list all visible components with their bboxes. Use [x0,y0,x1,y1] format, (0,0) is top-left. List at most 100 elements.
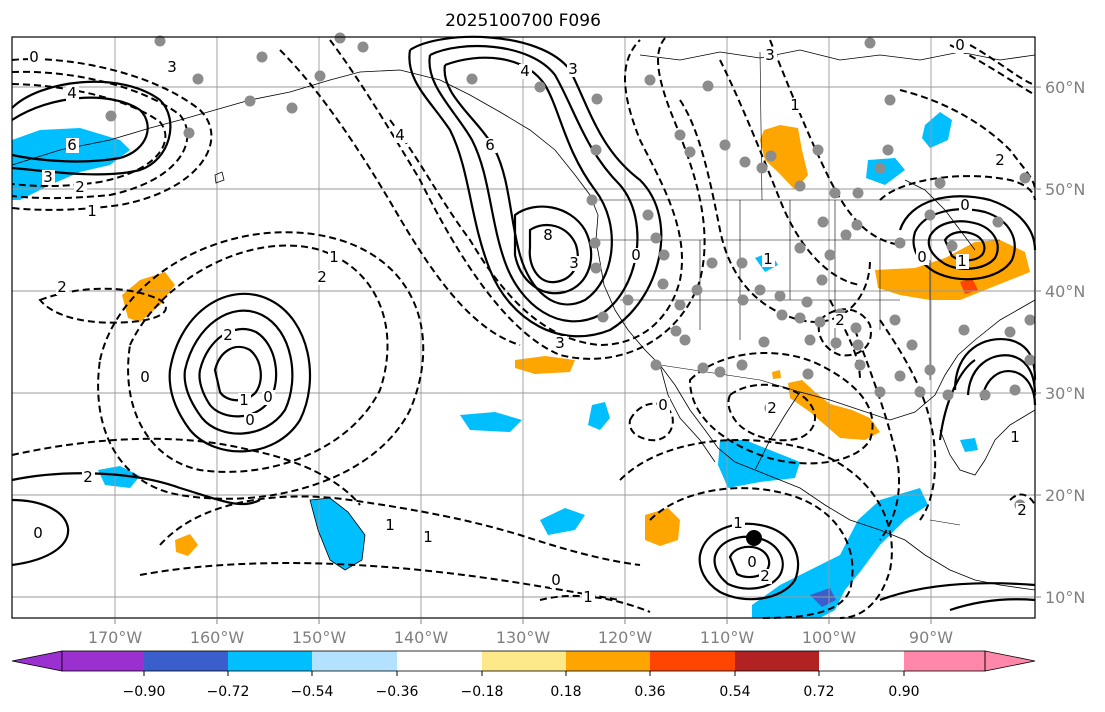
contour-label-bg [789,98,802,113]
contour-positive [11,498,70,567]
contour-negative [817,308,872,357]
contour-label: 1 [87,202,97,220]
station-dot [244,95,256,107]
contour-positive [513,205,593,295]
contour-label: 0 [917,248,927,266]
station-dot [719,139,731,151]
contour-positive [879,582,1036,602]
lat-tick-label: 40°N [1045,282,1085,301]
station-dot [934,177,946,189]
station-dot [874,162,886,174]
station-dot [889,314,901,326]
contour-negative [11,437,361,506]
station-dot [906,339,918,351]
station-dot [183,127,195,139]
contour-label: 8 [543,226,553,244]
contour-negative [719,59,861,286]
station-dot [774,290,786,302]
station-dot [814,316,826,328]
contour-label: 1 [763,250,773,268]
contour-label: 2 [1017,501,1027,519]
contour-positive [528,223,579,284]
colorbar-segment [144,651,228,671]
contour-label: 1 [385,516,395,534]
station-dot [644,74,656,86]
station-dot [154,35,166,47]
contour-label: 0 [551,571,561,589]
station-dot [794,242,806,254]
colorbar-tick-label: 0.36 [634,684,665,700]
station-dot [946,240,958,252]
lon-tick-label: 90°W [909,628,953,647]
colorbar-segment [228,651,312,671]
station-dot [670,325,682,337]
station-dot [824,249,836,261]
contour-positive [898,195,1037,251]
station-dot [736,359,748,371]
station-dot [1024,314,1036,326]
station-dot [850,322,862,334]
contour-label: 0 [33,524,43,542]
longitude-axis: 170°W 160°W 150°W 140°W 130°W 120°W 110°W 100°W… [88,618,953,647]
contour-label-bg [28,50,41,65]
station-dot [589,237,601,249]
contour-negative [139,562,621,601]
colorbar-segment [312,651,397,671]
station-dot [851,219,863,231]
station-dot [534,81,546,93]
contour-label-bg [519,64,532,79]
station-dot [758,336,770,348]
contour-negative [11,70,189,200]
station-dot [882,144,894,156]
station-dot [622,294,634,306]
station-dot [256,51,268,63]
contour-label: 2 [57,278,67,296]
contour-label: 0 [955,36,965,54]
station-dot [1024,354,1036,366]
colorbar-tick-label: −0.54 [291,684,334,700]
station-dot [591,93,603,105]
contour-label: 1 [733,514,743,532]
contour-label-bg [74,180,87,195]
station-dot [586,194,598,206]
lon-tick-label: 100°W [802,628,857,647]
contour-label: 1 [1010,428,1020,446]
contour-label-bg [542,228,555,243]
contour-label-bg [956,254,969,269]
contour-label-bg [568,256,581,271]
station-dot [992,216,1004,228]
contour-label-bg [82,470,95,485]
pos-area [175,534,198,556]
station-dot [674,129,686,141]
station-dot [852,339,864,351]
station-dot [864,37,876,49]
lon-tick-label: 130°W [496,628,551,647]
station-dot [804,334,816,346]
station-dot [817,216,829,228]
contour-label: 1 [583,588,593,606]
latitude-axis: 60°N 50°N 40°N 30°N 20°N 10°N [1035,78,1085,607]
contour-label-bg [139,370,152,385]
station-dot [334,32,346,44]
contour-label: 0 [245,411,255,429]
contour-label: 2 [317,268,327,286]
colorbar-segment [904,651,985,671]
contour-label-bg [56,280,69,295]
colorbar-tick-label: −0.18 [461,684,504,700]
station-dot [650,359,662,371]
colorbar-tick-label: 0.18 [550,684,581,700]
neg-area [540,508,585,535]
station-markers [105,32,1036,511]
neg-area [588,402,610,430]
station-dot [776,309,788,321]
contour-label: 0 [263,388,273,406]
contour-label: 2 [835,311,845,329]
contour-negative [127,244,389,473]
contour-label: 2 [760,567,770,585]
station-dot [286,102,298,114]
colorbar-tick-label: −0.90 [123,684,166,700]
contour-label-bg [746,555,759,570]
contour-negative [159,495,641,566]
contour-label: 0 [960,196,970,214]
station-dot [829,187,841,199]
